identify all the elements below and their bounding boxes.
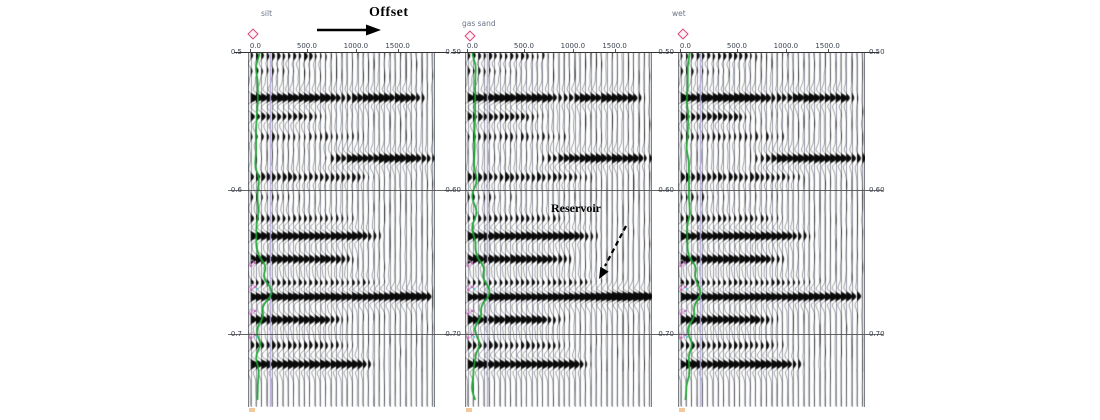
offset-tickmark: [523, 49, 525, 52]
panel-title-wet: wet: [672, 9, 686, 18]
offset-tick-label: 1500.0: [602, 42, 627, 50]
time-gridline: [445, 190, 670, 191]
offset-tick-label: 1000.0: [773, 42, 799, 50]
offset-tick-label: 500.0: [726, 42, 747, 50]
time-gridline: [658, 334, 883, 335]
offset-tickmark: [572, 49, 574, 52]
offset-tick-label: 1500.0: [385, 42, 410, 50]
panel-corner-mark: [679, 408, 685, 412]
time-gridline: [445, 334, 670, 335]
offset-tick-label: 0.0: [679, 42, 691, 50]
offset-arrow-icon: [317, 24, 381, 36]
source-diamond-icon: [677, 28, 689, 40]
offset-tickmark: [397, 49, 399, 52]
offset-tickmark: [679, 49, 681, 52]
offset-direction-label: Offset: [369, 5, 409, 20]
offset-tickmark: [827, 49, 829, 52]
offset-tickmark: [736, 49, 738, 52]
offset-tick-label: 0.0: [249, 42, 261, 50]
seismic-section-gas-sand: [465, 52, 652, 407]
seismic-section-silt: [248, 52, 435, 407]
offset-tickmark: [466, 49, 468, 52]
offset-tick-label: 0.0: [466, 42, 478, 50]
offset-tick-label: 500.0: [513, 42, 534, 50]
offset-tick-label: 500.0: [296, 42, 317, 50]
offset-axis-line: [664, 52, 879, 53]
offset-axis-line: [451, 52, 666, 53]
time-gridline: [228, 190, 453, 191]
offset-tickmark: [355, 49, 357, 52]
panel-corner-mark: [249, 408, 255, 412]
offset-tick-label: 1000.0: [343, 42, 369, 50]
panel-title-gas-sand: gas sand: [462, 19, 496, 28]
time-gridline: [658, 190, 883, 191]
offset-tickmark: [249, 49, 251, 52]
offset-tickmark: [614, 49, 616, 52]
source-diamond-icon: [247, 28, 259, 40]
offset-tick-label: 1000.0: [560, 42, 586, 50]
time-gridline: [228, 334, 453, 335]
offset-axis-line: [234, 52, 449, 53]
source-diamond-icon: [464, 30, 476, 42]
offset-tickmark: [785, 49, 787, 52]
panel-corner-mark: [466, 408, 472, 412]
panel-title-silt: silt: [261, 9, 273, 18]
seismic-section-wet: [678, 52, 865, 407]
reservoir-label: Reservoir: [551, 201, 601, 215]
offset-tickmark: [306, 49, 308, 52]
offset-tick-label: 1500.0: [815, 42, 840, 50]
